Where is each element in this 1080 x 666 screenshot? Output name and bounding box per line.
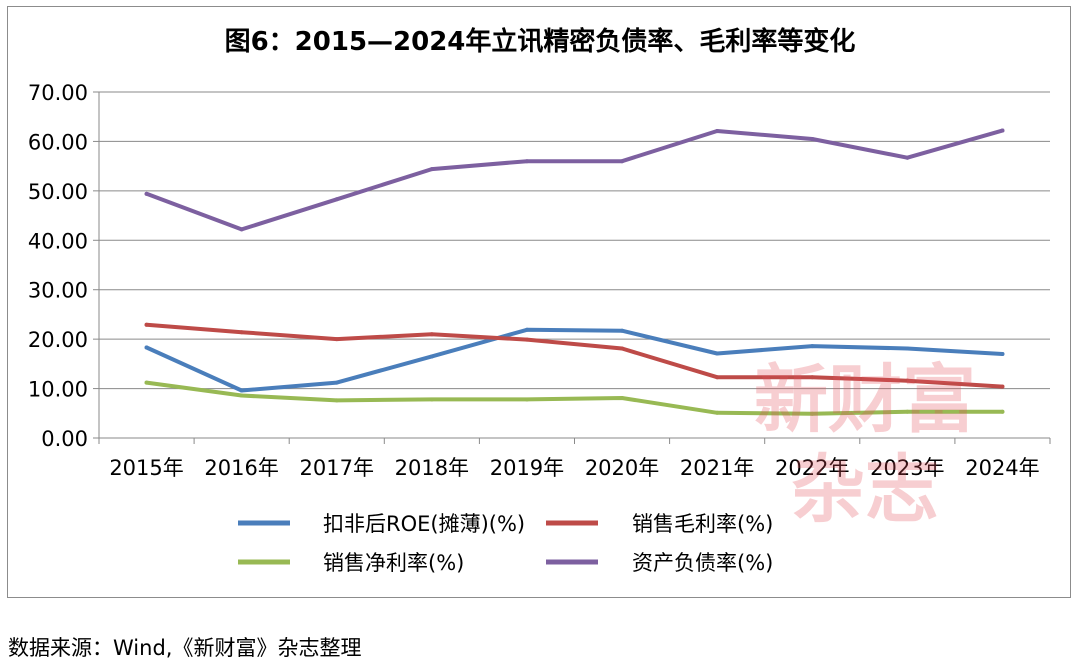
y-tick-label: 20.00: [28, 328, 88, 352]
data-point: [524, 337, 529, 342]
x-tick-label: 2017年: [300, 456, 374, 480]
data-point: [715, 351, 720, 356]
series-line-4: [144, 128, 1005, 232]
legend: 扣非后ROE(摊薄)(%) 销售毛利率(%) 销售净利率(%) 资产负债率(%): [238, 512, 773, 575]
data-point: [1000, 409, 1005, 414]
series-line-3: [144, 380, 1005, 416]
data-point: [429, 397, 434, 402]
data-point: [905, 346, 910, 351]
y-tick-label: 10.00: [28, 378, 88, 402]
data-point: [810, 375, 815, 380]
data-point: [334, 398, 339, 403]
data-point: [239, 227, 244, 232]
data-point: [239, 388, 244, 393]
x-axis-ticks: 2015年 2016年 2017年 2018年 2019年 2020年 2021年 2022年…: [98, 438, 1051, 480]
data-point: [524, 397, 529, 402]
data-point: [620, 328, 625, 333]
y-tick-label: 30.00: [28, 279, 88, 303]
data-point: [144, 380, 149, 385]
data-point: [334, 197, 339, 202]
series-line-2: [144, 322, 1005, 389]
data-point: [620, 346, 625, 351]
x-tick-label: 2015年: [109, 456, 183, 480]
data-point: [429, 332, 434, 337]
data-point: [810, 136, 815, 141]
data-point: [715, 410, 720, 415]
x-tick-label: 2016年: [204, 456, 278, 480]
data-point: [905, 409, 910, 414]
data-point: [810, 344, 815, 349]
data-point: [144, 345, 149, 350]
data-point: [905, 378, 910, 383]
line-chart: 图6：2015—2024年立讯精密负债率、毛利率等变化 0.00 10.00 20.…: [28, 26, 1051, 575]
y-axis-ticks: 0.00 10.00 20.00 30.00 40.00 50.00 60.00 70.00: [28, 81, 88, 451]
x-tick-label: 2019年: [490, 456, 564, 480]
data-point: [144, 191, 149, 196]
data-point: [334, 337, 339, 342]
data-point: [1000, 351, 1005, 356]
source-note: 数据来源：Wind,《新财富》杂志整理: [8, 636, 362, 660]
data-point: [429, 167, 434, 172]
data-point: [810, 411, 815, 416]
y-tick-label: 0.00: [41, 427, 88, 451]
data-point: [715, 375, 720, 380]
legend-label: 销售净利率(%): [323, 551, 464, 575]
x-tick-label: 2024年: [965, 456, 1039, 480]
y-tick-label: 40.00: [28, 229, 88, 253]
x-tick-label: 2021年: [680, 456, 754, 480]
data-point: [1000, 128, 1005, 133]
chart-frame: 图6：2015—2024年立讯精密负债率、毛利率等变化 0.00 10.00 20.…: [7, 6, 1071, 598]
data-point: [620, 159, 625, 164]
legend-label: 扣非后ROE(摊薄)(%): [323, 512, 525, 536]
series-line-1: [144, 327, 1005, 393]
legend-label: 资产负债率(%): [632, 551, 773, 575]
data-point: [524, 327, 529, 332]
y-tick-label: 70.00: [28, 81, 88, 105]
x-tick-label: 2022年: [775, 456, 849, 480]
legend-label: 销售毛利率(%): [632, 512, 773, 536]
y-tick-label: 50.00: [28, 180, 88, 204]
data-point: [239, 393, 244, 398]
data-point: [144, 322, 149, 327]
x-tick-label: 2023年: [870, 456, 944, 480]
data-point: [905, 155, 910, 160]
data-point: [524, 159, 529, 164]
x-tick-label: 2020年: [585, 456, 659, 480]
y-tick-label: 60.00: [28, 130, 88, 154]
series-lines: [144, 128, 1005, 416]
data-point: [715, 129, 720, 134]
data-point: [239, 330, 244, 335]
x-tick-label: 2018年: [395, 456, 469, 480]
data-point: [1000, 384, 1005, 389]
chart-title: 图6：2015—2024年立讯精密负债率、毛利率等变化: [225, 26, 856, 57]
data-point: [429, 354, 434, 359]
data-point: [620, 395, 625, 400]
data-point: [334, 380, 339, 385]
